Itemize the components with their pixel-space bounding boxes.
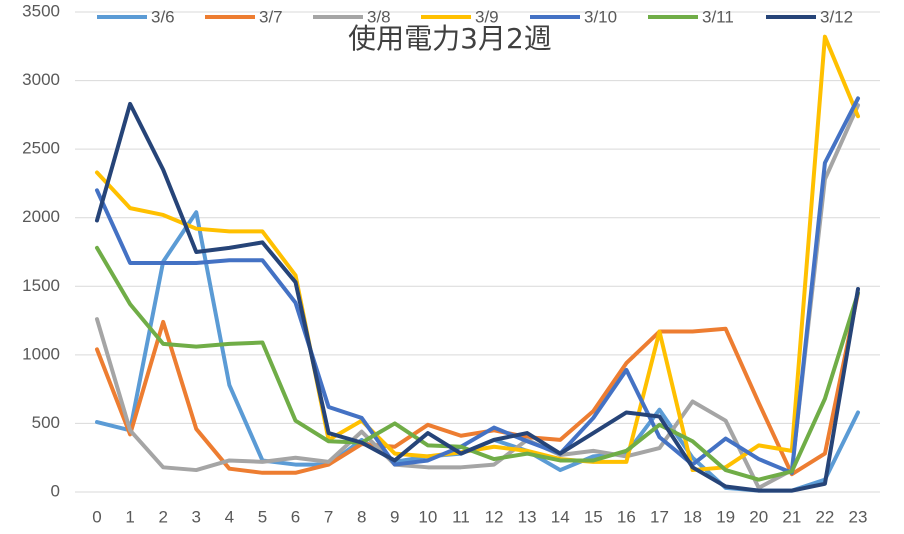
y-tick-label: 1000 [22,344,60,363]
x-tick-label: 5 [258,507,267,526]
legend-label: 3/8 [367,7,391,26]
x-tick-label: 18 [683,507,702,526]
x-tick-label: 22 [815,507,834,526]
legend-label: 3/9 [475,7,499,26]
y-tick-label: 3500 [22,1,60,20]
x-tick-label: 21 [782,507,801,526]
chart-title: 使用電力3月2週 [348,22,552,55]
y-tick-label: 2000 [22,207,60,226]
lines [95,34,860,493]
x-tick-label: 0 [92,507,101,526]
x-tick-label: 16 [617,507,636,526]
x-tick-label: 20 [749,507,768,526]
y-tick-label: 3000 [22,70,60,89]
x-tick-label: 2 [158,507,167,526]
series-line [95,101,860,493]
series-line [95,96,860,475]
x-tick-label: 17 [650,507,669,526]
x-tick-label: 3 [192,507,201,526]
y-tick-label: 0 [51,481,60,500]
legend-label: 3/11 [702,7,734,26]
legend-label: 3/6 [151,7,175,26]
x-tick-label: 7 [324,507,333,526]
x-tick-label: 23 [849,507,868,526]
legend-label: 3/12 [820,7,853,26]
y-tick-label: 500 [32,413,60,432]
series-line [95,245,860,482]
y-tick-label: 2500 [22,139,60,158]
x-tick-label: 15 [584,507,603,526]
legend: 3/6 3/7 3/8 3/9 3/10 3/11 3/12 [97,7,853,26]
x-tick-label: 13 [518,507,537,526]
x-tick-label: 11 [452,507,470,526]
legend-label: 3/7 [259,7,283,26]
series-line [95,34,860,473]
x-tick-label: 19 [716,507,735,526]
x-tick-label: 6 [291,507,300,526]
y-tick-label: 1500 [22,276,60,295]
series-line [95,103,860,490]
legend-label: 3/10 [584,7,617,26]
x-tick-label: 1 [125,507,134,526]
x-tick-label: 8 [357,507,366,526]
x-tick-label: 4 [225,507,234,526]
x-tick-label: 14 [551,507,570,526]
x-tick-label: 10 [418,507,437,526]
x-tick-label: 9 [390,507,399,526]
x-tick-label: 12 [485,507,504,526]
